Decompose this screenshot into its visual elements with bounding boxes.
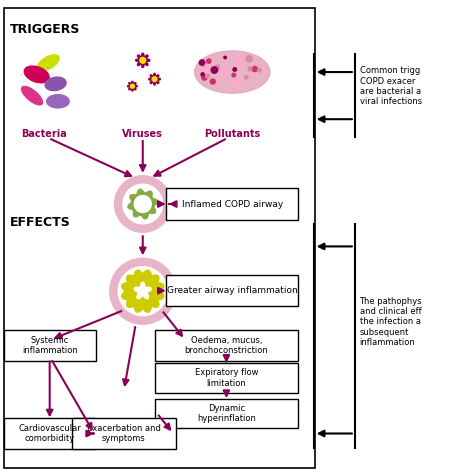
Circle shape	[151, 75, 158, 83]
Circle shape	[215, 65, 219, 69]
Circle shape	[248, 67, 252, 71]
Circle shape	[118, 267, 167, 316]
Circle shape	[132, 90, 133, 91]
Circle shape	[222, 55, 228, 61]
Circle shape	[137, 55, 139, 57]
Text: Pollutants: Pollutants	[204, 128, 260, 138]
Circle shape	[129, 82, 130, 84]
Circle shape	[123, 184, 163, 224]
FancyBboxPatch shape	[166, 189, 298, 219]
Circle shape	[203, 64, 207, 67]
Circle shape	[236, 59, 242, 65]
Circle shape	[245, 76, 248, 79]
Circle shape	[149, 78, 150, 80]
Text: TRIGGERS: TRIGGERS	[10, 23, 80, 36]
Circle shape	[154, 73, 155, 75]
Text: Exacerbation and
symptoms: Exacerbation and symptoms	[87, 424, 161, 443]
Circle shape	[207, 59, 211, 63]
Circle shape	[136, 85, 137, 87]
FancyBboxPatch shape	[155, 330, 298, 361]
Text: Common trigg
COPD exacer
are bacterial a
viral infections: Common trigg COPD exacer are bacterial a…	[359, 66, 422, 106]
Circle shape	[136, 59, 138, 61]
Circle shape	[142, 53, 144, 55]
Text: The pathophys
and clinical eff
the infection a
subsequent
inflammation: The pathophys and clinical eff the infec…	[359, 297, 422, 347]
Ellipse shape	[46, 95, 69, 108]
Text: Inflamed COPD airway: Inflamed COPD airway	[182, 200, 283, 209]
Ellipse shape	[38, 55, 59, 71]
Circle shape	[201, 74, 207, 80]
Ellipse shape	[45, 77, 66, 91]
Circle shape	[205, 64, 210, 69]
Polygon shape	[134, 282, 151, 299]
Text: Greater airway inflammation: Greater airway inflammation	[167, 286, 298, 295]
Polygon shape	[122, 270, 164, 312]
Circle shape	[140, 57, 146, 63]
Circle shape	[135, 88, 136, 90]
Text: Bacteria: Bacteria	[21, 128, 67, 138]
Circle shape	[246, 55, 252, 62]
Circle shape	[210, 79, 215, 84]
Text: Expiratory flow
limitation: Expiratory flow limitation	[195, 368, 258, 388]
FancyBboxPatch shape	[155, 363, 298, 392]
Circle shape	[132, 82, 133, 83]
Circle shape	[237, 73, 239, 75]
FancyBboxPatch shape	[166, 275, 298, 306]
Text: Viruses: Viruses	[122, 128, 163, 138]
Circle shape	[237, 81, 240, 83]
Circle shape	[129, 88, 130, 90]
Circle shape	[232, 73, 236, 77]
Ellipse shape	[21, 86, 43, 105]
Circle shape	[148, 59, 150, 61]
FancyBboxPatch shape	[4, 9, 315, 468]
Circle shape	[201, 73, 204, 76]
Polygon shape	[128, 189, 157, 219]
Circle shape	[257, 68, 261, 72]
Text: Dynamic
hyperinflation: Dynamic hyperinflation	[197, 403, 256, 423]
Circle shape	[222, 71, 227, 76]
Circle shape	[128, 85, 129, 87]
Circle shape	[206, 74, 210, 78]
Circle shape	[224, 56, 227, 59]
Circle shape	[129, 83, 136, 90]
FancyBboxPatch shape	[4, 418, 96, 449]
Circle shape	[233, 82, 237, 84]
Circle shape	[115, 176, 171, 232]
Text: Cardiovascular
comorbidity: Cardiovascular comorbidity	[18, 424, 81, 443]
FancyBboxPatch shape	[4, 330, 96, 361]
Circle shape	[154, 83, 155, 85]
Circle shape	[146, 55, 148, 57]
Circle shape	[134, 196, 151, 212]
Circle shape	[157, 82, 159, 83]
Circle shape	[135, 82, 136, 84]
FancyBboxPatch shape	[72, 418, 176, 449]
Text: Systemic
inflammation: Systemic inflammation	[22, 336, 78, 355]
Text: EFFECTS: EFFECTS	[10, 216, 71, 229]
Ellipse shape	[24, 66, 49, 83]
Circle shape	[199, 60, 205, 65]
Text: Oedema, mucus,
bronchoconstriction: Oedema, mucus, bronchoconstriction	[184, 336, 268, 355]
Circle shape	[110, 258, 176, 324]
Ellipse shape	[195, 51, 270, 93]
FancyBboxPatch shape	[155, 399, 298, 428]
Circle shape	[157, 75, 159, 76]
Circle shape	[138, 55, 147, 65]
Circle shape	[150, 75, 152, 76]
Circle shape	[130, 84, 134, 88]
Circle shape	[150, 82, 152, 83]
Circle shape	[146, 64, 148, 65]
Circle shape	[142, 65, 144, 67]
Circle shape	[252, 66, 257, 72]
Circle shape	[211, 67, 218, 73]
Circle shape	[233, 68, 237, 71]
Circle shape	[137, 64, 139, 65]
Circle shape	[152, 77, 157, 82]
Circle shape	[159, 78, 160, 80]
